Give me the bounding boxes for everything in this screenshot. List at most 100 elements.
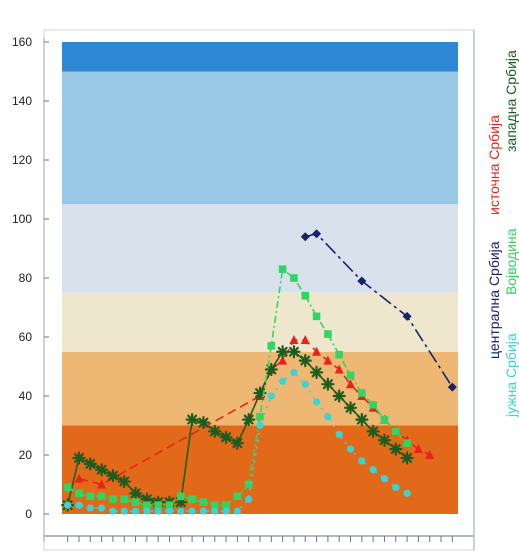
data-point: [64, 501, 72, 509]
background-band-5: [62, 42, 458, 72]
data-point: [358, 457, 366, 465]
data-point: [131, 498, 140, 506]
data-point: [222, 501, 230, 509]
data-point: [380, 415, 389, 424]
data-point: [279, 377, 287, 385]
legend: централна Србија источна Србија јужна Срби…: [486, 50, 519, 418]
data-point: [287, 345, 301, 359]
data-point: [143, 501, 151, 509]
data-point: [343, 401, 358, 415]
data-point: [298, 354, 312, 368]
data-point: [74, 473, 84, 483]
data-point: [335, 350, 343, 359]
data-point: [75, 501, 83, 509]
y-tick-label: 80: [19, 271, 33, 285]
data-point: [323, 355, 333, 365]
data-point: [188, 495, 196, 504]
series-2: [61, 345, 414, 512]
data-point: [278, 265, 287, 273]
data-point: [109, 507, 117, 515]
data-point: [309, 365, 324, 379]
data-point: [278, 355, 288, 365]
data-point: [369, 401, 377, 409]
data-point: [210, 501, 219, 509]
data-point: [233, 492, 242, 501]
data-point: [72, 451, 86, 465]
data-point: [219, 430, 233, 444]
data-point: [300, 334, 310, 344]
data-point: [83, 457, 97, 471]
data-point: [402, 311, 412, 321]
data-point: [185, 413, 199, 427]
data-point: [321, 377, 335, 391]
data-point: [117, 474, 131, 489]
data-point: [276, 345, 290, 359]
data-point: [208, 424, 222, 438]
data-point: [256, 412, 264, 421]
data-point: [301, 380, 309, 388]
data-point: [222, 507, 230, 515]
y-tick-label: 40: [19, 389, 33, 403]
data-point: [346, 445, 355, 453]
data-point: [245, 495, 253, 503]
data-point: [120, 495, 129, 504]
background-bands: [62, 42, 458, 514]
data-point: [256, 421, 264, 430]
data-point: [143, 507, 151, 515]
data-point: [86, 492, 95, 501]
data-point: [312, 346, 322, 356]
legend-label: јужна Србија: [503, 333, 519, 418]
data-point: [358, 389, 366, 397]
axes: 0 20 40 60 80 100 120 140 160: [12, 29, 475, 551]
data-point: [188, 507, 196, 515]
data-point: [267, 392, 275, 400]
data-point: [403, 439, 411, 447]
y-tick-label: 60: [19, 330, 33, 344]
y-tick-label: 0: [25, 507, 32, 521]
data-point: [177, 492, 185, 501]
data-point: [346, 371, 355, 380]
data-point: [447, 382, 457, 392]
data-point: [165, 507, 174, 515]
y-tick-label: 20: [19, 448, 33, 462]
legend-label: западна Србија: [503, 50, 519, 152]
data-point: [389, 442, 403, 456]
y-tick-label: 140: [12, 94, 32, 108]
data-point: [391, 427, 400, 436]
y-tick-label: 120: [12, 153, 32, 167]
data-point: [154, 501, 162, 509]
data-point: [120, 507, 128, 515]
series-0: [300, 229, 457, 392]
data-point: [97, 479, 107, 489]
data-point: [312, 312, 321, 321]
data-point: [380, 475, 389, 483]
data-point: [332, 389, 346, 403]
series-3: [63, 265, 411, 509]
data-point: [312, 398, 321, 406]
data-point: [244, 480, 253, 489]
background-band-4: [62, 71, 458, 205]
data-point: [98, 504, 106, 512]
data-point: [377, 433, 392, 447]
data-point: [425, 450, 435, 459]
data-point: [400, 451, 414, 465]
data-point: [128, 486, 143, 500]
data-point: [154, 507, 162, 515]
data-point: [290, 368, 298, 376]
data-point: [334, 364, 344, 374]
data-point: [300, 232, 310, 242]
data-point: [199, 498, 208, 506]
legend-label: Војводина: [503, 228, 519, 295]
data-point: [324, 413, 332, 421]
data-point: [94, 463, 109, 477]
data-point: [131, 507, 140, 515]
y-tick-label: 100: [12, 212, 32, 226]
data-point: [392, 483, 400, 492]
data-point: [366, 424, 380, 438]
legend-label: централна Србија: [486, 241, 502, 359]
data-point: [211, 507, 219, 515]
data-point: [335, 430, 343, 438]
data-point: [289, 334, 299, 344]
data-point: [312, 229, 322, 239]
